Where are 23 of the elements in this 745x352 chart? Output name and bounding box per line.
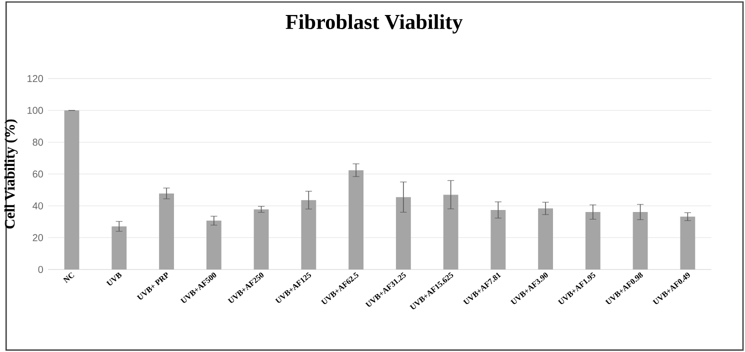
- y-tick-label: 40: [32, 202, 43, 210]
- y-axis-title: Cell Viability (%): [4, 119, 18, 229]
- bar: [490, 210, 506, 270]
- chart-title: Fibroblast Viability: [286, 14, 463, 34]
- bar: [112, 226, 127, 270]
- bar: [632, 212, 648, 270]
- bar: [585, 212, 600, 270]
- bar: [206, 220, 222, 270]
- bar: [396, 197, 411, 270]
- bar: [538, 208, 554, 270]
- bar: [301, 200, 316, 270]
- y-tick-label: 60: [32, 170, 43, 178]
- y-tick-label: 120: [28, 75, 43, 82]
- bar: [159, 193, 174, 270]
- bar: [64, 110, 80, 270]
- bar: [680, 216, 696, 270]
- y-tick-label: 100: [28, 106, 43, 114]
- bar: [348, 170, 364, 270]
- y-tick-label: 80: [32, 138, 43, 146]
- y-tick-label: 0: [38, 266, 43, 274]
- bar: [254, 209, 269, 270]
- y-tick-label: 20: [32, 234, 43, 242]
- bar: [443, 194, 458, 270]
